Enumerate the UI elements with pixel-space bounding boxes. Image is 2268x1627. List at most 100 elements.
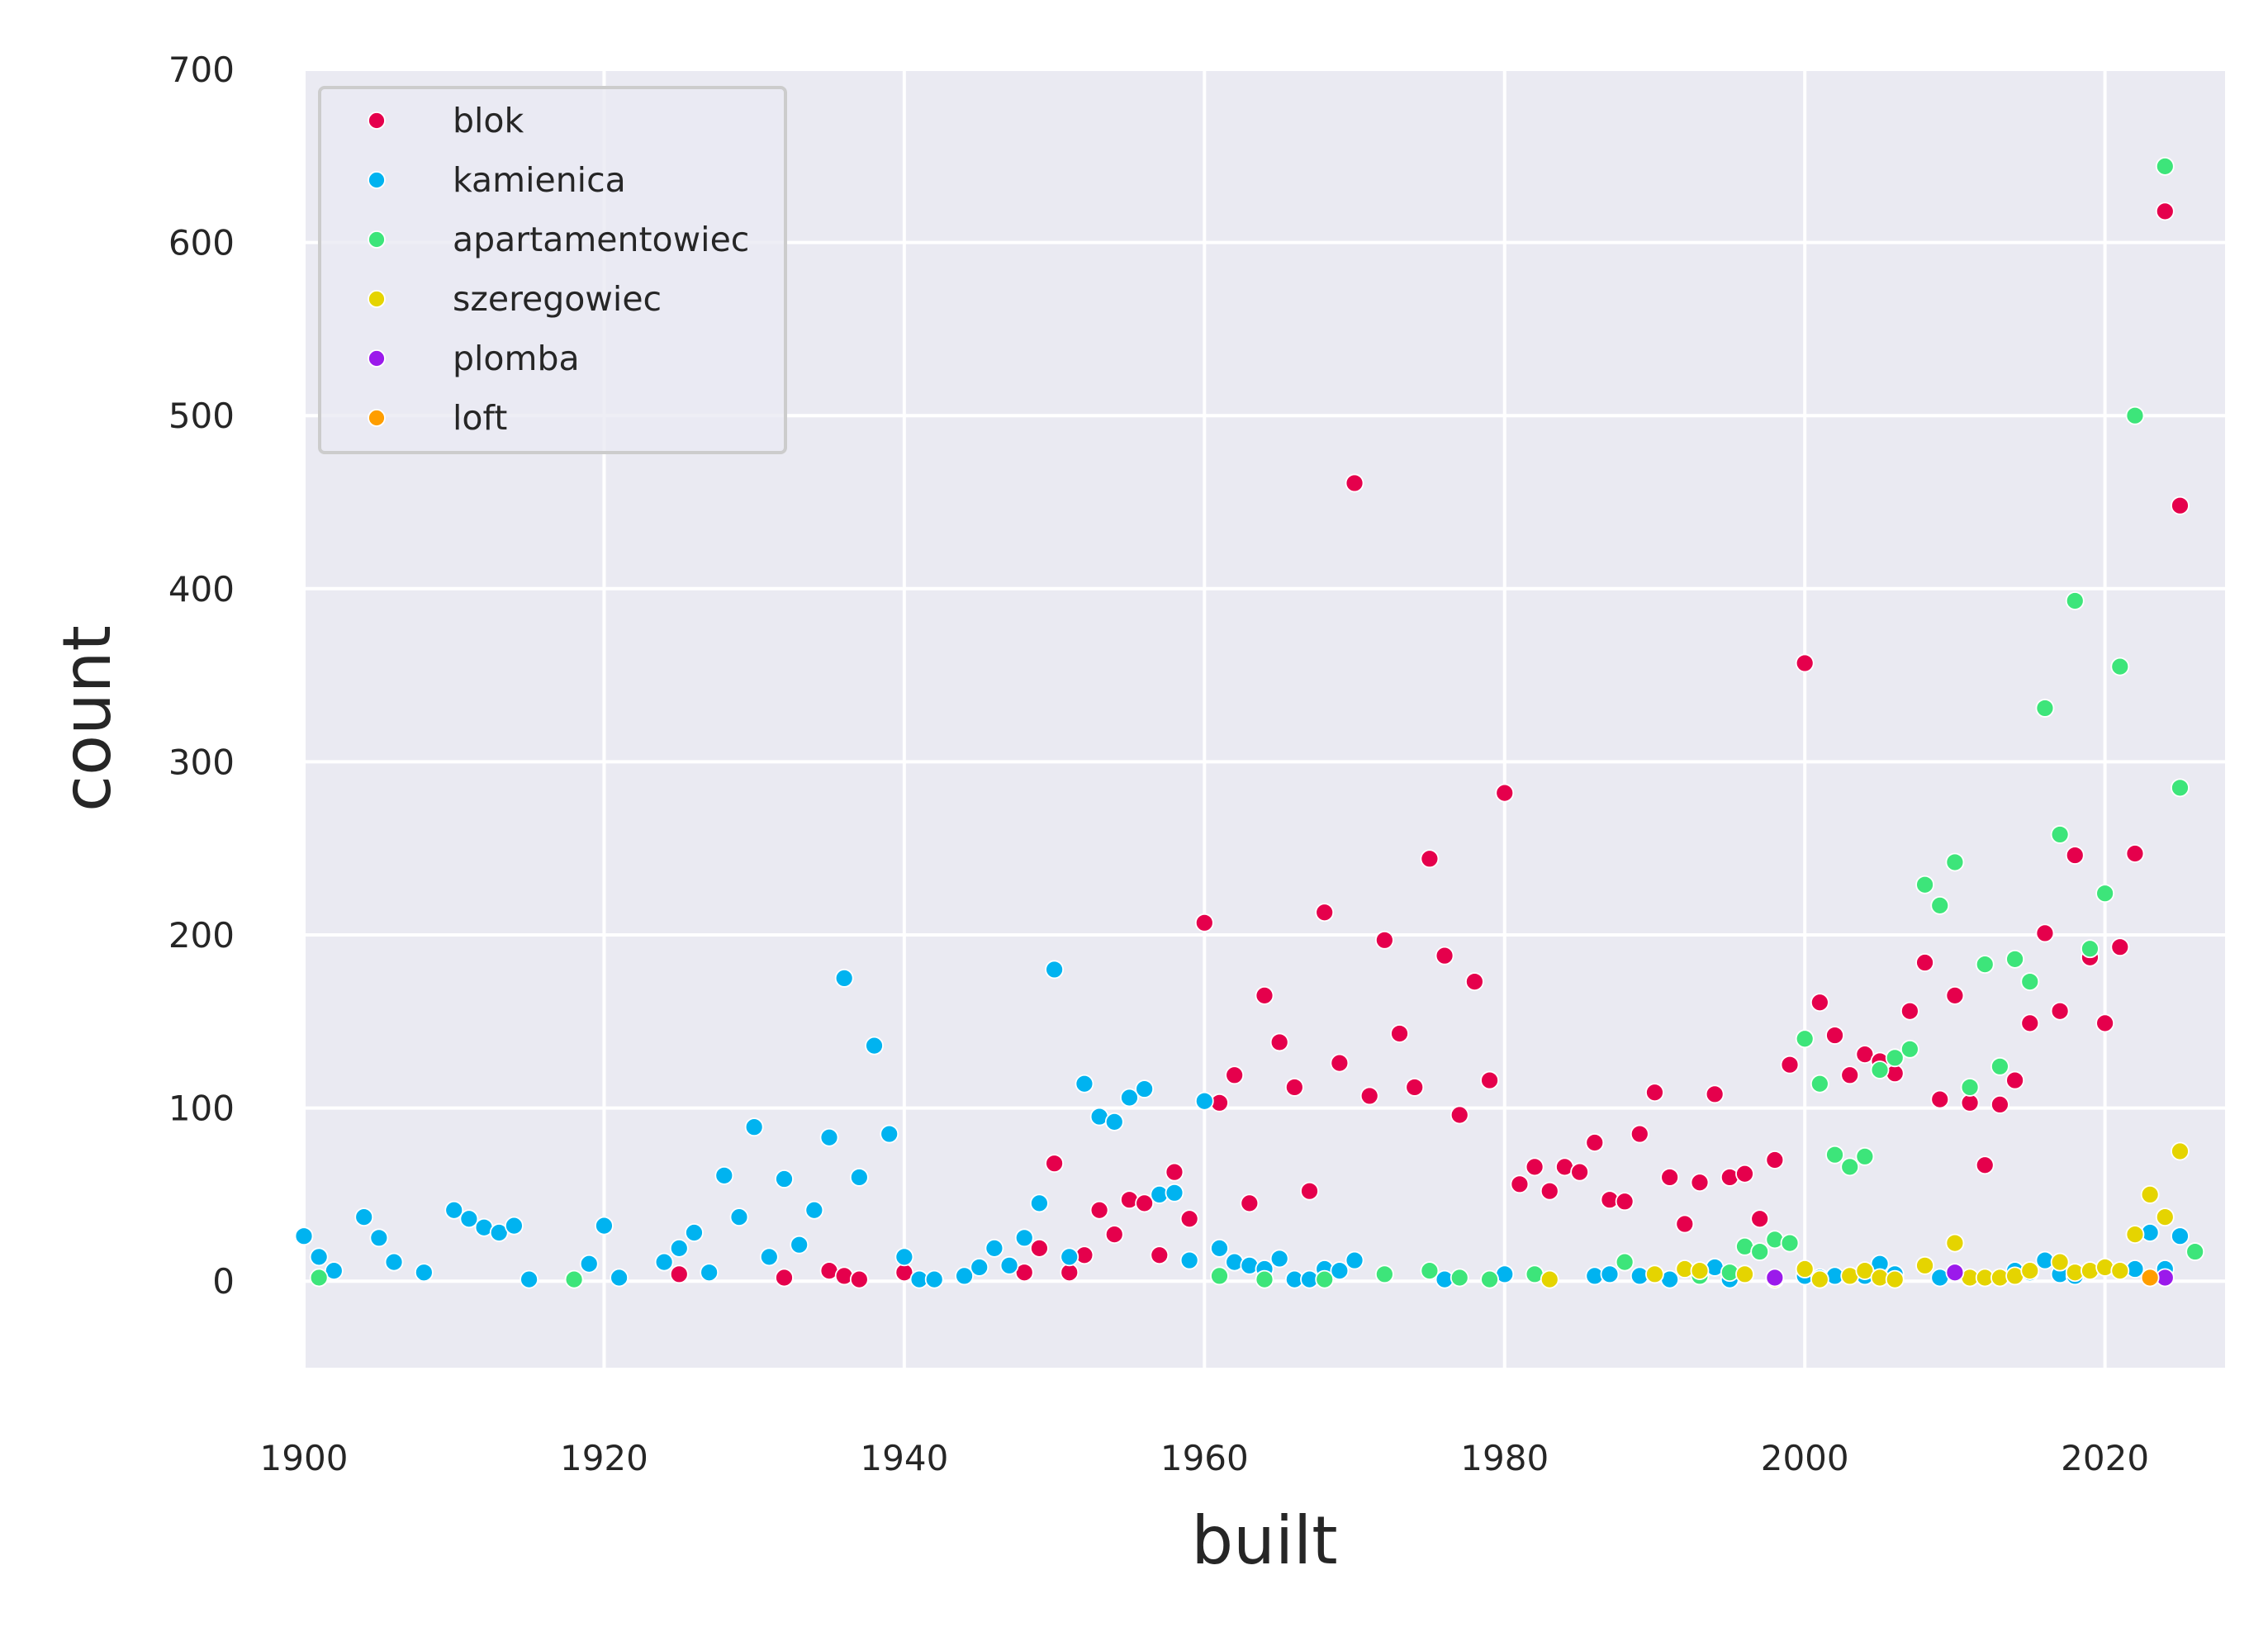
point-blok — [1374, 930, 1394, 950]
y-tick-label: 600 — [168, 223, 235, 263]
point-blok — [1300, 1181, 1319, 1201]
point-kamienica — [354, 1207, 374, 1227]
point-blok — [2171, 496, 2190, 515]
point-apartamentowiec — [1900, 1039, 1919, 1059]
point-blok — [1900, 1001, 1919, 1021]
point-kamienica — [819, 1127, 839, 1147]
point-kamienica — [880, 1124, 899, 1144]
point-kamienica — [999, 1255, 1019, 1275]
series-loft — [2140, 1268, 2160, 1288]
point-kamienica — [1600, 1264, 1620, 1284]
series-blok — [669, 202, 2190, 1289]
data-points — [294, 156, 2205, 1289]
point-apartamentowiec — [2020, 972, 2040, 991]
x-axis-label: built — [1191, 1502, 1337, 1579]
x-tick-label: 1920 — [560, 1438, 648, 1478]
point-blok — [1450, 1105, 1469, 1125]
point-kamienica — [369, 1228, 389, 1248]
point-blok — [1570, 1162, 1590, 1182]
point-blok — [1179, 1209, 1199, 1229]
y-tick-label: 200 — [168, 915, 235, 956]
x-tick-label: 1980 — [1460, 1438, 1549, 1478]
point-szeregowiec — [2020, 1261, 2040, 1281]
point-kamienica — [729, 1207, 749, 1227]
point-apartamentowiec — [2171, 778, 2190, 798]
point-plomba — [1945, 1263, 1965, 1283]
point-blok — [1645, 1083, 1664, 1103]
point-apartamentowiec — [1795, 1029, 1815, 1049]
point-szeregowiec — [1735, 1264, 1754, 1284]
y-tick-label: 700 — [168, 50, 235, 90]
point-szeregowiec — [2110, 1261, 2130, 1281]
point-kamienica — [1120, 1088, 1139, 1108]
legend-label: blok — [453, 101, 524, 140]
point-szeregowiec — [1915, 1255, 1934, 1275]
point-blok — [1585, 1133, 1605, 1152]
point-kamienica — [384, 1252, 404, 1272]
point-blok — [2020, 1013, 2040, 1033]
point-kamienica — [924, 1269, 944, 1289]
point-apartamentowiec — [1930, 895, 1950, 915]
legend-marker — [368, 111, 386, 130]
legend-label: apartamentowiec — [453, 220, 749, 259]
point-blok — [1089, 1200, 1109, 1220]
point-blok — [2110, 937, 2130, 957]
point-kamienica — [955, 1266, 974, 1286]
legend-item-loft: loft — [368, 398, 507, 438]
point-apartamentowiec — [1855, 1146, 1875, 1166]
point-apartamentowiec — [2035, 699, 2055, 718]
point-kamienica — [595, 1216, 614, 1236]
legend-box — [318, 86, 787, 454]
legend-item-szeregowiec: szeregowiec — [368, 279, 662, 319]
point-blok — [1150, 1245, 1170, 1265]
x-tick-label: 2020 — [2061, 1438, 2149, 1478]
point-szeregowiec — [1645, 1264, 1664, 1284]
point-szeregowiec — [1945, 1233, 1965, 1253]
point-apartamentowiec — [1210, 1266, 1229, 1286]
point-blok — [1240, 1193, 1260, 1213]
point-blok — [1525, 1157, 1544, 1177]
point-apartamentowiec — [1960, 1078, 1980, 1097]
point-kamienica — [2171, 1226, 2190, 1246]
point-blok — [1359, 1086, 1379, 1106]
point-apartamentowiec — [309, 1268, 329, 1288]
point-kamienica — [1045, 960, 1064, 980]
point-kamienica — [1165, 1183, 1184, 1202]
point-blok — [1284, 1078, 1304, 1097]
point-apartamentowiec — [1255, 1269, 1274, 1289]
point-kamienica — [849, 1168, 869, 1187]
x-tick-label: 1940 — [860, 1438, 948, 1478]
point-kamienica — [1135, 1079, 1155, 1098]
point-apartamentowiec — [1840, 1157, 1860, 1177]
point-blok — [1735, 1164, 1754, 1183]
y-axis-label: count — [49, 625, 126, 812]
point-szeregowiec — [2125, 1225, 2145, 1245]
point-blok — [1705, 1084, 1725, 1104]
point-kamienica — [459, 1209, 479, 1229]
point-kamienica — [834, 969, 854, 988]
point-apartamentowiec — [1885, 1048, 1905, 1068]
point-apartamentowiec — [1420, 1261, 1440, 1281]
point-blok — [1960, 1093, 1980, 1112]
legend-marker — [368, 171, 386, 189]
point-apartamentowiec — [1480, 1269, 1499, 1289]
legend-label: kamienica — [453, 160, 626, 200]
point-blok — [1255, 985, 1274, 1005]
point-loft — [2140, 1268, 2160, 1288]
point-blok — [2050, 1001, 2070, 1021]
point-szeregowiec — [2140, 1185, 2160, 1204]
point-kamienica — [579, 1254, 599, 1274]
point-blok — [1795, 653, 1815, 673]
point-blok — [1330, 1053, 1350, 1073]
point-kamienica — [1075, 1074, 1094, 1093]
point-apartamentowiec — [2050, 825, 2070, 844]
point-blok — [2095, 1013, 2115, 1033]
point-szeregowiec — [1540, 1269, 1559, 1289]
point-kamienica — [790, 1235, 809, 1255]
point-blok — [1135, 1193, 1155, 1213]
point-kamienica — [1194, 1091, 1214, 1111]
point-kamienica — [759, 1247, 779, 1267]
point-apartamentowiec — [1945, 852, 1965, 872]
point-kamienica — [1330, 1261, 1350, 1281]
